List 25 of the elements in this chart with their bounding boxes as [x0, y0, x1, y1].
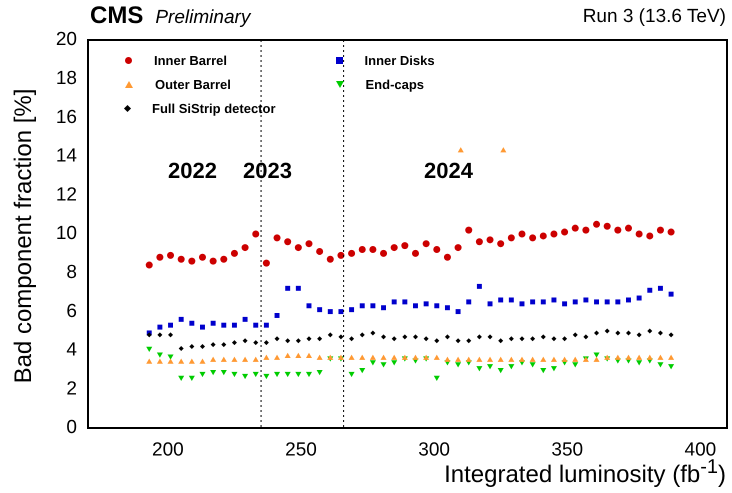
- y-tick-label: 18: [56, 68, 77, 90]
- y-tick-label: 16: [56, 106, 77, 128]
- legend-label: Outer Barrel: [154, 76, 232, 94]
- y-tick-label: 20: [56, 29, 77, 50]
- annotation: 2024: [424, 158, 473, 184]
- y-tick-label: 4: [66, 340, 78, 361]
- text: Run 3 (13.6 TeV): [582, 6, 726, 28]
- legend-label: End-caps: [364, 76, 426, 94]
- y-tick-label: 10: [56, 223, 77, 244]
- y-tick-label: 0: [66, 417, 77, 438]
- chart-subtitle: Preliminary: [155, 7, 250, 28]
- y-axis-title: Bad component fraction [%]: [10, 88, 38, 384]
- annotation: 2023: [243, 158, 292, 184]
- annotation: 2022: [168, 158, 217, 184]
- y-tick-label: 14: [56, 146, 78, 167]
- legend-label: Inner Barrel: [153, 52, 228, 70]
- y-tick-label: 12: [56, 184, 77, 206]
- legend-label: Full SiStrip detector: [151, 100, 276, 118]
- chart-title: CMS: [90, 2, 144, 29]
- x-tick-label: 250: [285, 440, 317, 461]
- y-tick-label: 8: [66, 262, 77, 284]
- y-tick-label: 6: [66, 300, 77, 322]
- y-tick-label: 2: [66, 378, 77, 400]
- legend-label: Inner Disks: [364, 52, 435, 70]
- x-tick-label: 200: [152, 440, 184, 461]
